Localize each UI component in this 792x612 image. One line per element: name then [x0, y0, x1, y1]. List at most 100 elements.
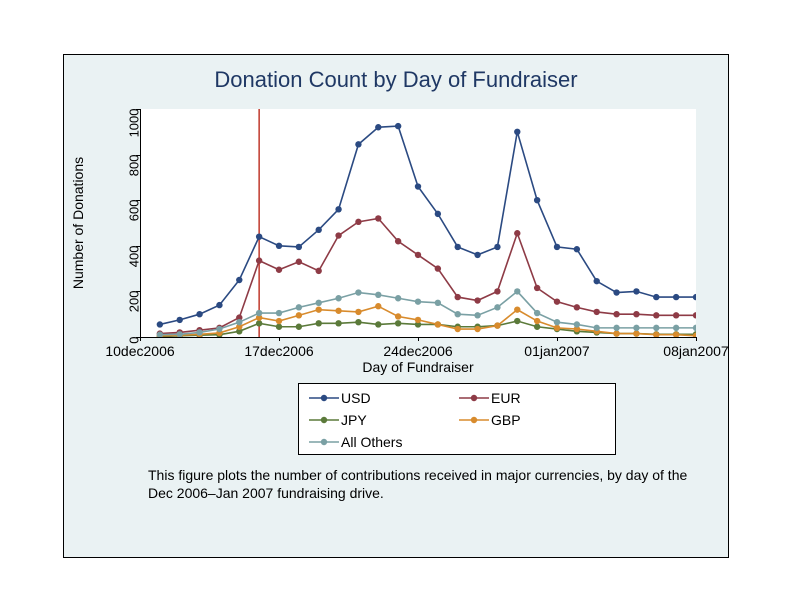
- series-marker: [375, 321, 381, 327]
- series-marker: [335, 232, 341, 238]
- series-marker: [335, 320, 341, 326]
- series-marker: [514, 306, 520, 312]
- series-marker: [673, 294, 679, 300]
- series-marker: [375, 124, 381, 130]
- series-marker: [594, 309, 600, 315]
- axis-line: [140, 337, 696, 338]
- legend-swatch-icon: [457, 414, 491, 426]
- series-marker: [395, 295, 401, 301]
- series-marker: [613, 311, 619, 317]
- series-marker: [534, 197, 540, 203]
- series-marker: [534, 310, 540, 316]
- series-marker: [574, 304, 580, 310]
- x-tick-label: 17dec2006: [244, 343, 313, 359]
- series-marker: [335, 308, 341, 314]
- series-marker: [574, 321, 580, 327]
- caption: This figure plots the number of contribu…: [148, 467, 714, 502]
- series-marker: [375, 303, 381, 309]
- series-marker: [196, 329, 202, 335]
- legend-item: GBP: [457, 409, 607, 431]
- axis-line: [140, 109, 141, 337]
- series-marker: [514, 230, 520, 236]
- x-tick-label: 24dec2006: [383, 343, 452, 359]
- series-marker: [474, 326, 480, 332]
- y-axis-label: Number of Donations: [70, 109, 90, 337]
- series-marker: [296, 312, 302, 318]
- series-marker: [355, 309, 361, 315]
- series-marker: [375, 292, 381, 298]
- series-marker: [455, 326, 461, 332]
- series-marker: [474, 312, 480, 318]
- series-marker: [395, 313, 401, 319]
- series-marker: [316, 306, 322, 312]
- series-marker: [673, 312, 679, 318]
- series-marker: [653, 325, 659, 331]
- series-marker: [296, 324, 302, 330]
- series-marker: [335, 206, 341, 212]
- series-marker: [276, 318, 282, 324]
- series-marker: [594, 325, 600, 331]
- x-tick-label: 01jan2007: [524, 343, 589, 359]
- series-marker: [415, 252, 421, 258]
- legend-item: JPY: [307, 409, 457, 431]
- series-marker: [613, 330, 619, 336]
- series-marker: [514, 288, 520, 294]
- legend-item-label: JPY: [341, 412, 367, 428]
- series-marker: [554, 319, 560, 325]
- series-marker: [395, 238, 401, 244]
- series-marker: [534, 285, 540, 291]
- series-marker: [554, 244, 560, 250]
- series-marker: [613, 325, 619, 331]
- series-marker: [514, 318, 520, 324]
- series-marker: [236, 277, 242, 283]
- series-marker: [474, 252, 480, 258]
- series-marker: [435, 265, 441, 271]
- x-tick-label: 10dec2006: [105, 343, 174, 359]
- series-marker: [157, 321, 163, 327]
- series-marker: [653, 294, 659, 300]
- series-marker: [256, 310, 262, 316]
- legend-item-label: EUR: [491, 390, 521, 406]
- series-marker: [534, 318, 540, 324]
- series-marker: [395, 320, 401, 326]
- series-marker: [276, 324, 282, 330]
- series-marker: [435, 321, 441, 327]
- series-marker: [653, 312, 659, 318]
- series-marker: [316, 300, 322, 306]
- series-marker: [296, 259, 302, 265]
- series-marker: [415, 298, 421, 304]
- legend-item-label: All Others: [341, 434, 402, 450]
- series-marker: [316, 227, 322, 233]
- series-marker: [474, 297, 480, 303]
- legend-item-label: USD: [341, 390, 371, 406]
- series-marker: [355, 289, 361, 295]
- series-marker: [316, 268, 322, 274]
- legend-item: All Others: [307, 431, 457, 453]
- x-tick-label: 08jan2007: [663, 343, 728, 359]
- series-marker: [455, 311, 461, 317]
- series-marker: [574, 246, 580, 252]
- legend-row: JPY GBP: [307, 409, 607, 431]
- series-marker: [216, 302, 222, 308]
- series-marker: [534, 324, 540, 330]
- series-marker: [554, 325, 560, 331]
- series-marker: [177, 317, 183, 323]
- legend-swatch-icon: [307, 414, 341, 426]
- series-marker: [355, 319, 361, 325]
- series-marker: [415, 317, 421, 323]
- series-marker: [256, 257, 262, 263]
- series-marker: [355, 219, 361, 225]
- series-marker: [236, 319, 242, 325]
- series-marker: [276, 243, 282, 249]
- x-axis-label: Day of Fundraiser: [140, 359, 696, 375]
- chart-title: Donation Count by Day of Fundraiser: [64, 67, 728, 93]
- series-marker: [355, 141, 361, 147]
- series-marker: [455, 294, 461, 300]
- series-marker: [494, 304, 500, 310]
- legend-item: USD: [307, 387, 457, 409]
- series-marker: [633, 330, 639, 336]
- legend-item-label: GBP: [491, 412, 521, 428]
- series-marker: [494, 322, 500, 328]
- series-marker: [316, 320, 322, 326]
- series-marker: [335, 295, 341, 301]
